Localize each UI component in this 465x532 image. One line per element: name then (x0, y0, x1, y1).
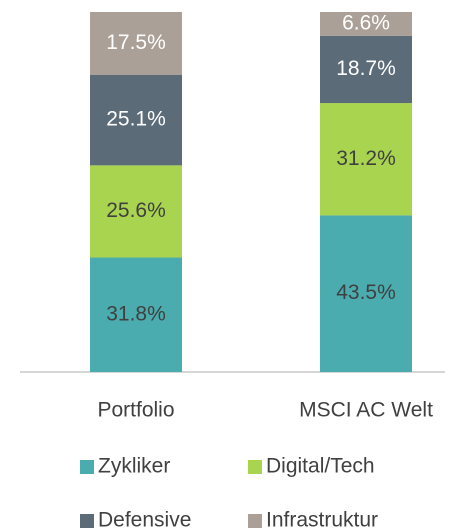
value-label: 43.5% (336, 281, 396, 304)
legend-swatch (248, 460, 262, 474)
value-label: 6.6% (342, 11, 390, 34)
legend-swatch (80, 460, 94, 474)
value-label: 25.6% (106, 199, 166, 222)
legend-label: Zykliker (98, 455, 170, 478)
bar-segment (90, 12, 182, 75)
bar-segment (320, 103, 412, 216)
value-label: 18.7% (336, 57, 396, 80)
legend-label: Infrastruktur (266, 509, 378, 532)
bar-segment (90, 75, 182, 166)
legend-label: Defensive (98, 509, 191, 532)
legend-label: Digital/Tech (266, 455, 375, 478)
bar-segment (320, 12, 412, 36)
bar-segment (90, 257, 182, 372)
value-label: 31.8% (106, 302, 166, 325)
x-tick-label: MSCI AC Welt (299, 399, 433, 422)
bar-segment (320, 215, 412, 372)
legend-swatch (80, 514, 94, 528)
legend-swatch (248, 514, 262, 528)
value-label: 31.2% (336, 147, 396, 170)
x-tick-label: Portfolio (97, 399, 174, 422)
value-label: 17.5% (106, 31, 166, 54)
value-label: 25.1% (106, 108, 166, 131)
bar-segment (90, 165, 182, 258)
bar-segment (320, 35, 412, 104)
